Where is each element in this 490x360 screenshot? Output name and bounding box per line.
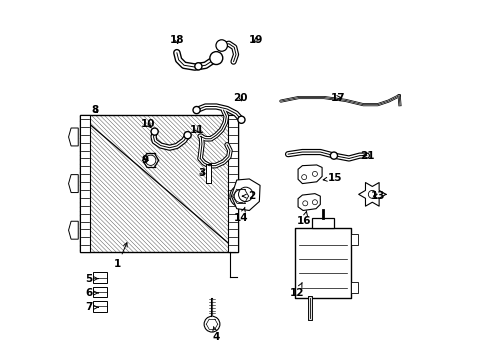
Text: 17: 17: [331, 93, 345, 103]
Bar: [206, 164, 211, 183]
Circle shape: [330, 152, 338, 159]
Text: 15: 15: [323, 173, 342, 183]
Text: 1: 1: [114, 243, 127, 269]
Circle shape: [303, 201, 308, 206]
Circle shape: [313, 171, 318, 176]
Polygon shape: [69, 128, 78, 146]
Bar: [93, 272, 107, 283]
Text: 18: 18: [170, 35, 184, 45]
Text: 21: 21: [360, 150, 374, 161]
Circle shape: [204, 316, 220, 332]
Polygon shape: [69, 221, 78, 239]
Circle shape: [146, 155, 156, 165]
Circle shape: [234, 190, 247, 203]
Text: 10: 10: [141, 120, 155, 129]
Bar: [312, 218, 334, 228]
Text: 8: 8: [92, 105, 98, 115]
Bar: [93, 301, 107, 312]
Polygon shape: [298, 165, 322, 184]
Text: 14: 14: [234, 207, 249, 222]
Circle shape: [216, 40, 227, 51]
Circle shape: [238, 116, 245, 123]
Text: 5: 5: [85, 274, 98, 284]
Circle shape: [195, 63, 202, 70]
Circle shape: [368, 190, 376, 198]
Circle shape: [210, 51, 223, 64]
Bar: [228, 116, 238, 252]
Bar: [351, 234, 358, 244]
Polygon shape: [231, 179, 260, 211]
Circle shape: [302, 175, 307, 180]
Polygon shape: [359, 183, 386, 206]
Polygon shape: [69, 175, 78, 193]
Bar: [80, 116, 238, 252]
Text: 3: 3: [198, 168, 206, 178]
Circle shape: [230, 185, 251, 207]
Text: 11: 11: [189, 125, 204, 135]
Bar: [295, 228, 351, 298]
Text: 12: 12: [290, 283, 304, 298]
Text: 6: 6: [85, 288, 98, 298]
Text: 16: 16: [297, 211, 312, 226]
Text: 19: 19: [248, 35, 263, 45]
Circle shape: [313, 200, 318, 205]
Circle shape: [239, 187, 253, 202]
Text: 20: 20: [233, 93, 248, 103]
Text: 2: 2: [243, 191, 256, 201]
Text: 13: 13: [370, 191, 385, 201]
Circle shape: [184, 132, 191, 139]
Text: 7: 7: [85, 302, 98, 312]
Circle shape: [193, 107, 200, 114]
Text: 4: 4: [213, 327, 220, 342]
Bar: [351, 282, 358, 293]
Circle shape: [151, 128, 158, 135]
Polygon shape: [298, 194, 320, 211]
Text: 9: 9: [141, 155, 148, 165]
Bar: [80, 116, 90, 252]
Bar: [93, 287, 107, 297]
